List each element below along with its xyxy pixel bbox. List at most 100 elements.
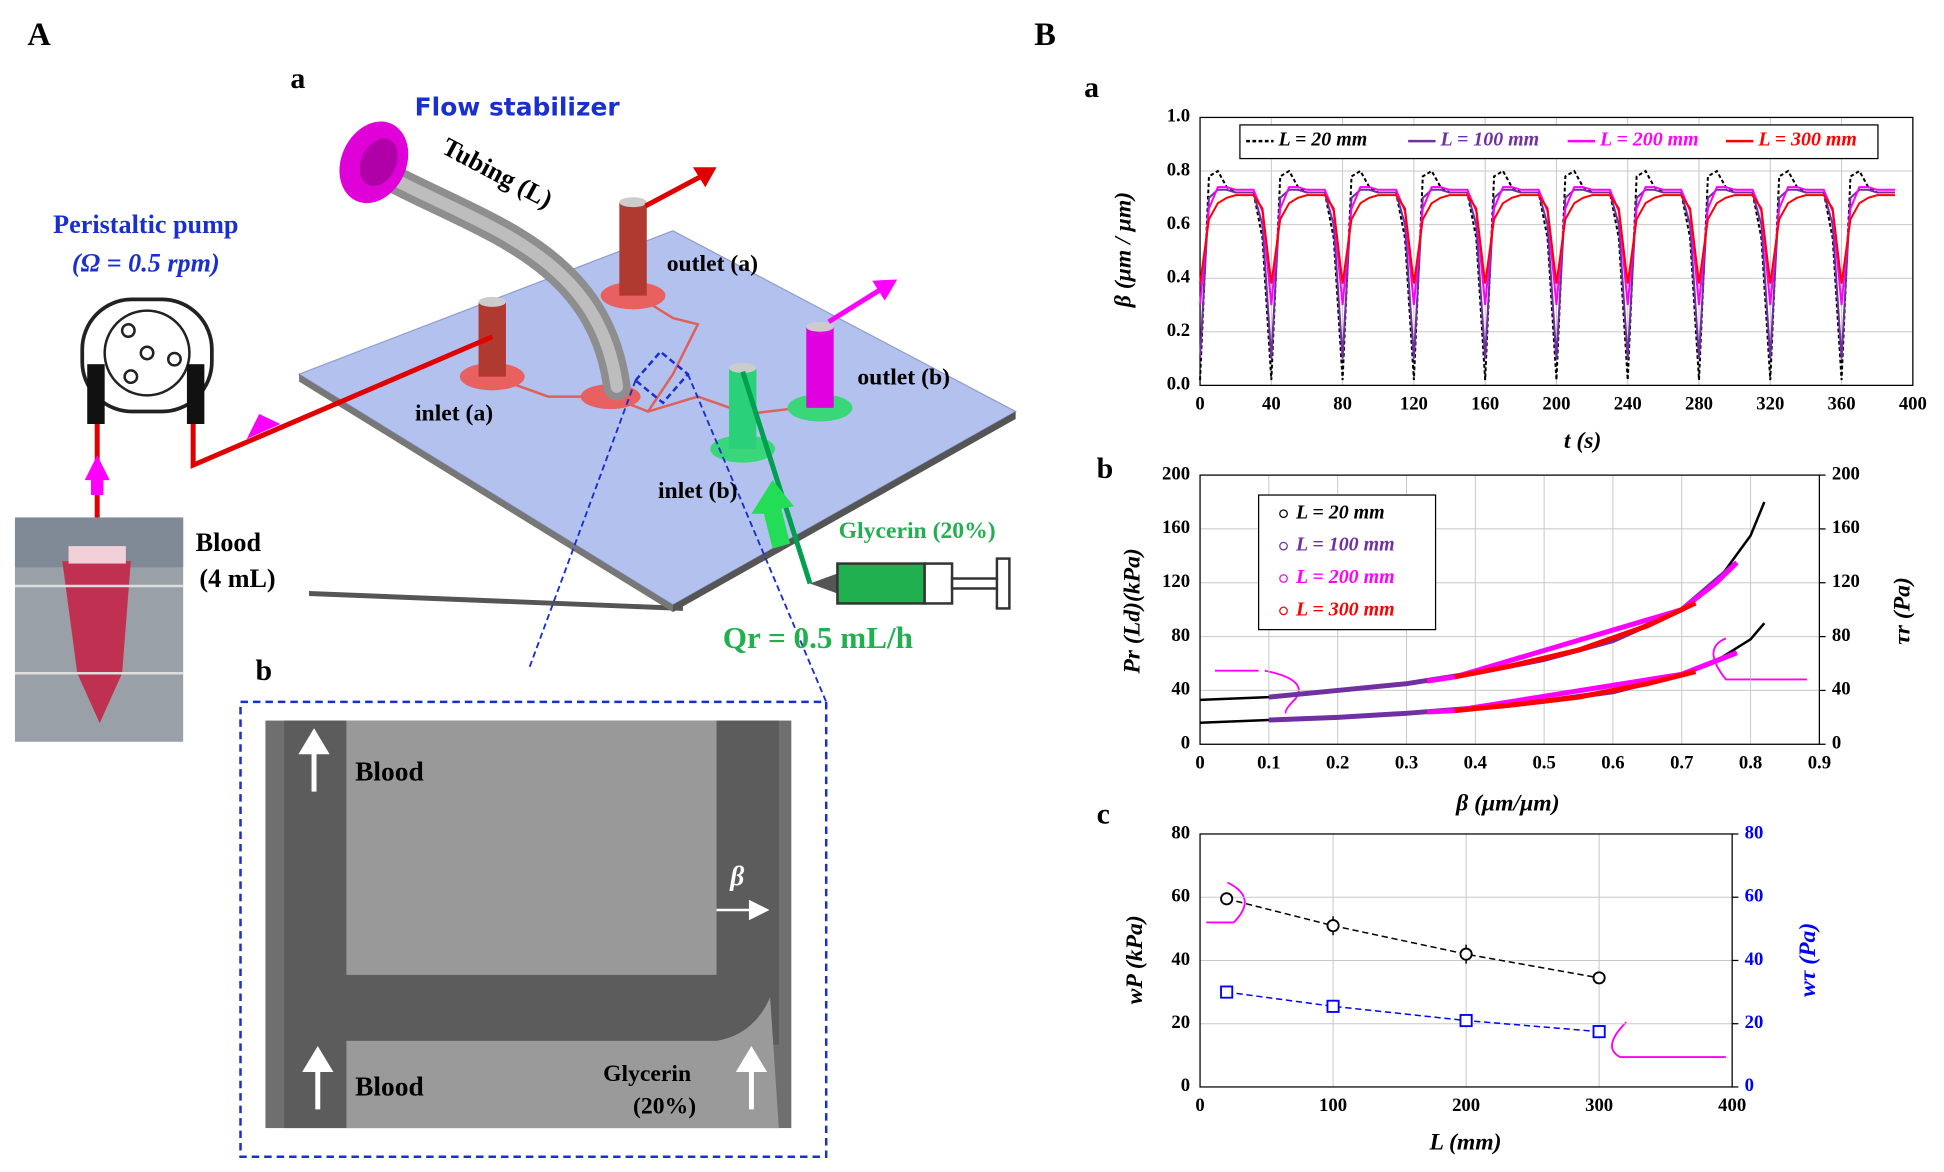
data-point [1459,947,1473,961]
x-axis-label: L (mm) [1428,1130,1501,1156]
y-tick-label: 0.6 [1167,213,1190,234]
y-axis-label: β (μm / μm) [1111,192,1137,308]
label: Qr = 0.5 mL/h [723,620,913,655]
label: Blood [355,1072,424,1102]
legend-label: L = 200 mm [1599,129,1699,151]
x-tick-label: 120 [1400,394,1428,415]
data-point [1326,919,1340,933]
panel-label: B [1034,17,1056,53]
y2-axis-label: wτ (Pa) [1795,923,1821,997]
x-tick-label: 400 [1899,394,1927,415]
y-tick-label: 0.0 [1167,374,1190,395]
line-series [1199,188,1896,359]
y2-tick-label: 20 [1745,1012,1764,1033]
x-tick-label: 0.6 [1601,752,1624,773]
y-tick-label: 0.4 [1167,266,1190,287]
panel-label: a [290,62,305,95]
label: (20%) [633,1094,696,1120]
legend-label: L = 20 mm [1295,501,1385,523]
x-tick-label: 0.4 [1464,752,1487,773]
x-tick-label: 0.2 [1326,752,1349,773]
y2-tick-label: 80 [1832,625,1851,646]
x-tick-label: 0 [1195,752,1204,773]
x-tick-label: 0 [1195,1095,1204,1116]
y-tick-label: 120 [1162,571,1190,592]
y2-axis-label: τr (Pa) [1890,577,1916,645]
x-tick-label: 240 [1614,394,1642,415]
y2-tick-label: 40 [1832,679,1851,700]
y2-tick-label: 160 [1832,517,1860,538]
x-tick-label: 320 [1756,394,1784,415]
panel-label: c [1097,797,1110,830]
pressure-curve [1454,600,1697,680]
y-tick-label: 40 [1171,679,1190,700]
label: Flow stabilizer [415,93,621,122]
trend-line [1226,898,1600,979]
legend-label: L = 100 mm [1440,129,1540,151]
y-axis-label: wP (kPa) [1122,915,1148,1004]
plot-frame [1199,833,1733,1088]
x-tick-label: 0.9 [1808,752,1831,773]
panel-label: A [27,17,51,53]
y2-tick-label: 40 [1745,949,1764,970]
y-tick-label: 160 [1162,517,1190,538]
y-axis-label: Pr (Ld)(kPa) [1119,548,1145,674]
y2-tick-label: 120 [1832,571,1860,592]
micrograph: Blood Blood β Glycerin (20%) [239,700,828,1158]
label: Glycerin (20%) [839,518,996,544]
label: Glycerin [603,1061,691,1087]
x-tick-label: 200 [1452,1095,1480,1116]
y-tick-label: 20 [1171,1012,1190,1033]
blood-photo [14,517,184,742]
trend-line [1226,991,1600,1033]
x-tick-label: 300 [1585,1095,1613,1116]
plot-frame [1199,116,1914,386]
label: outlet (b) [857,365,950,391]
label: (Ω = 0.5 rpm) [72,249,220,278]
data-point [1459,1014,1473,1028]
x-tick-label: 0.8 [1739,752,1762,773]
legend-label: L = 20 mm [1278,129,1368,151]
y-tick-label: 60 [1171,886,1190,907]
x-axis-label: t (s) [1564,428,1601,454]
x-axis-label: β (μm/μm) [1455,791,1559,817]
stress-curve [1427,650,1738,715]
x-tick-label: 0.1 [1257,752,1280,773]
pump-icon [80,297,214,424]
y-tick-label: 80 [1171,822,1190,843]
y2-tick-label: 0 [1832,733,1841,754]
label: outlet (a) [667,251,758,277]
data-point [1220,892,1234,906]
label: β [729,861,744,891]
chip-diagram [84,121,1017,703]
label: Peristaltic pump [53,210,238,239]
data-point [1592,1025,1606,1039]
x-tick-label: 400 [1718,1095,1746,1116]
y-tick-label: 80 [1171,625,1190,646]
legend-swatch [1279,606,1288,616]
label: (4 mL) [199,564,275,593]
legend-label: L = 300 mm [1757,129,1857,151]
label: Blood [355,756,424,786]
data-point [1220,985,1234,999]
label: inlet (b) [658,478,738,504]
label: inlet (a) [415,401,493,427]
panel-label: b [1097,452,1114,485]
x-tick-label: 80 [1333,394,1352,415]
annotation-arrows [1206,637,1807,1058]
x-tick-label: 0.3 [1395,752,1418,773]
legend-swatch [1279,509,1288,519]
legend-label: L = 100 mm [1295,534,1395,556]
y-tick-label: 0.2 [1167,320,1190,341]
legend-label: L = 200 mm [1295,566,1395,588]
y-tick-label: 0 [1181,1075,1190,1096]
x-tick-label: 360 [1828,394,1856,415]
y-tick-label: 1.0 [1167,106,1190,127]
panel-label: b [255,654,272,687]
y-tick-label: 0.8 [1167,159,1190,180]
panel-label: a [1084,71,1099,104]
label: Blood [196,528,262,557]
data-point [1326,999,1340,1013]
x-tick-label: 0.5 [1532,752,1555,773]
